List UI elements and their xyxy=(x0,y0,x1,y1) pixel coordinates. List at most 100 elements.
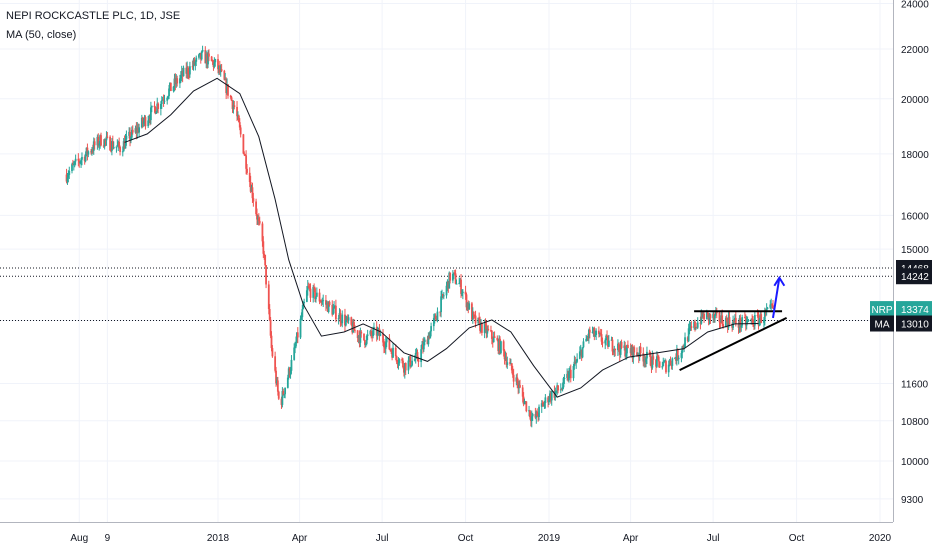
candle-body xyxy=(274,356,277,371)
candle-body xyxy=(262,241,265,254)
candle-body xyxy=(205,54,208,64)
candle-body xyxy=(652,356,655,360)
candle-body xyxy=(651,356,654,368)
candle-body xyxy=(169,82,171,89)
candle-body xyxy=(227,84,229,96)
price-tag-symbol-box xyxy=(870,315,894,332)
candle-body xyxy=(379,333,382,337)
candle-body xyxy=(684,337,686,348)
price-tag-box xyxy=(896,315,932,332)
candle-body xyxy=(681,346,684,354)
candle-body xyxy=(682,346,685,348)
candle-body xyxy=(354,330,356,332)
y-tick-label: 10000 xyxy=(901,457,929,468)
candle-body xyxy=(544,397,547,404)
candle-body xyxy=(65,174,68,182)
candle-body xyxy=(331,304,334,315)
y-tick-label: 16000 xyxy=(901,211,929,222)
candle-body xyxy=(130,129,133,138)
candle-body xyxy=(104,139,107,141)
candle-body xyxy=(547,397,549,403)
candle-body xyxy=(623,345,626,348)
candle-body xyxy=(624,345,627,357)
candle-body xyxy=(395,356,398,362)
candle-body xyxy=(739,318,742,328)
candle-body xyxy=(84,154,87,162)
candle-body xyxy=(536,411,539,416)
arrow-head xyxy=(773,275,786,287)
candle-body xyxy=(642,353,645,362)
candle-body xyxy=(200,51,203,60)
candle-body xyxy=(629,348,632,354)
candle-body xyxy=(657,356,660,362)
y-tick-label: 18000 xyxy=(901,150,929,161)
x-tick-label: 9 xyxy=(105,533,111,544)
y-tick-label: 11600 xyxy=(901,379,929,390)
candle-body xyxy=(741,317,744,326)
candle-body xyxy=(125,135,128,140)
candle-body xyxy=(455,283,458,285)
candle-body xyxy=(72,164,75,166)
candle-body xyxy=(344,314,346,326)
candle-body xyxy=(198,52,201,55)
candle-body xyxy=(122,141,125,152)
candle-body xyxy=(356,330,359,339)
candle-body xyxy=(93,141,96,146)
candle-body xyxy=(110,150,112,152)
candle-body xyxy=(473,315,476,317)
candle-body xyxy=(176,78,179,84)
candle-body xyxy=(80,159,82,163)
candle-body xyxy=(680,353,683,358)
candle-body xyxy=(157,103,160,109)
candle-body xyxy=(433,315,436,318)
candle-body xyxy=(771,304,773,306)
candle-body xyxy=(130,137,132,141)
candle-body xyxy=(214,59,217,63)
candle-body xyxy=(477,317,480,324)
candle-body xyxy=(147,120,150,127)
candle-body xyxy=(540,403,543,407)
candle-body xyxy=(79,162,82,164)
candle-body xyxy=(500,341,502,353)
candle-body xyxy=(636,352,638,356)
candle-body xyxy=(597,330,600,334)
candle-body xyxy=(449,272,452,281)
candle-body xyxy=(371,334,374,337)
candle-body xyxy=(428,335,431,339)
candle-body xyxy=(74,158,77,162)
candle-body xyxy=(144,117,147,127)
candle-body xyxy=(599,333,602,335)
candle-body xyxy=(109,136,111,151)
candle-body xyxy=(728,317,731,324)
candle-body xyxy=(709,314,712,319)
candle-body xyxy=(265,265,267,285)
candle-body xyxy=(231,100,234,109)
candle-body xyxy=(302,303,305,310)
candle-body xyxy=(328,301,331,305)
candle-body xyxy=(498,338,501,352)
candle-body xyxy=(136,127,139,133)
candle-body xyxy=(588,329,590,338)
candle-body xyxy=(593,327,596,337)
candle-body xyxy=(77,158,80,161)
candle-body xyxy=(550,391,553,401)
candle-body xyxy=(248,172,251,183)
candle-body xyxy=(638,346,641,357)
candle-body xyxy=(668,360,671,365)
candle-body xyxy=(619,342,622,355)
candle-body xyxy=(459,279,462,284)
candle-body xyxy=(483,323,486,333)
candle-body xyxy=(326,302,329,312)
candle-body xyxy=(523,401,526,405)
candle-body xyxy=(467,302,470,310)
candle-body xyxy=(614,348,617,351)
candle-body xyxy=(690,326,693,328)
candle-body xyxy=(705,312,708,320)
candle-body xyxy=(537,415,540,417)
candle-body xyxy=(246,168,248,173)
candle-body xyxy=(175,78,178,85)
candle-body xyxy=(518,385,520,389)
candle-body xyxy=(204,50,207,64)
candle-body xyxy=(220,69,223,71)
